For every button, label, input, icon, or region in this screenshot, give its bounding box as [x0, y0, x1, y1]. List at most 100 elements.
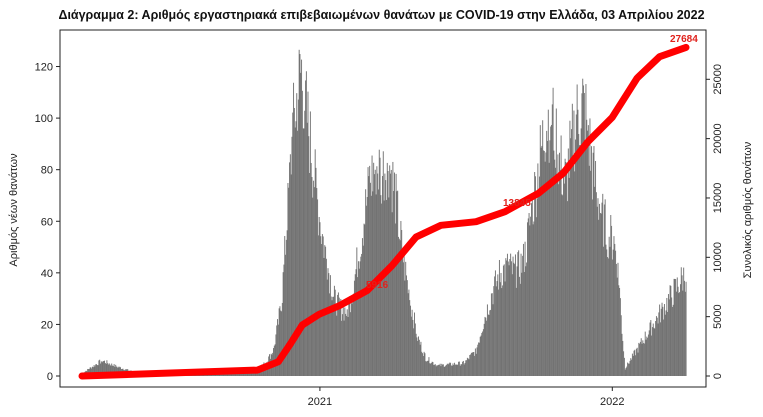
- daily-bar: [671, 297, 673, 376]
- daily-bar: [569, 120, 571, 377]
- daily-bar: [104, 363, 106, 376]
- daily-bar: [685, 281, 687, 376]
- daily-bar: [589, 118, 591, 377]
- daily-bar: [466, 360, 468, 376]
- daily-bar: [579, 145, 581, 376]
- daily-bar: [535, 176, 536, 376]
- daily-bar: [436, 365, 438, 376]
- daily-bar: [290, 174, 292, 376]
- daily-bar: [652, 323, 654, 376]
- daily-bar: [682, 290, 684, 376]
- daily-bar: [602, 193, 604, 376]
- daily-bar: [679, 284, 681, 376]
- daily-bar: [664, 314, 666, 376]
- daily-bar: [639, 341, 641, 376]
- daily-bar: [400, 220, 402, 376]
- daily-bar: [337, 292, 339, 376]
- daily-bar: [505, 258, 507, 376]
- daily-bar: [619, 298, 621, 376]
- daily-bar: [684, 280, 685, 376]
- daily-bar: [663, 304, 665, 376]
- daily-bar: [446, 363, 448, 376]
- daily-bar: [555, 167, 556, 376]
- daily-bar: [508, 265, 510, 376]
- daily-bar: [557, 154, 559, 376]
- daily-bar: [496, 281, 498, 376]
- daily-bar: [376, 166, 378, 376]
- daily-bar: [559, 152, 560, 376]
- daily-bar: [670, 285, 672, 376]
- daily-bar: [621, 333, 623, 376]
- daily-bar: [99, 359, 101, 376]
- daily-bar: [407, 293, 409, 376]
- daily-bar: [546, 130, 548, 376]
- daily-bar: [422, 353, 423, 376]
- daily-bar: [599, 212, 601, 376]
- daily-bar: [647, 337, 649, 376]
- daily-bar: [373, 174, 375, 376]
- daily-bar: [548, 162, 550, 376]
- daily-bar: [579, 145, 581, 376]
- daily-bar: [437, 365, 439, 376]
- daily-bar: [587, 130, 589, 376]
- daily-bar: [406, 275, 407, 376]
- daily-bar: [518, 250, 520, 376]
- y-axis-left-label: Αριθμός νέων θανάτων: [8, 153, 20, 267]
- daily-bar: [580, 128, 582, 376]
- daily-bar: [586, 119, 588, 376]
- daily-bar: [666, 297, 668, 376]
- daily-bar: [441, 363, 443, 376]
- daily-bar: [566, 163, 568, 376]
- daily-bar: [561, 194, 563, 376]
- daily-bar: [549, 140, 551, 376]
- daily-bar: [504, 281, 506, 376]
- daily-bar: [418, 336, 419, 376]
- daily-bar: [113, 364, 115, 376]
- daily-bar: [502, 285, 504, 376]
- daily-bar: [499, 282, 501, 376]
- daily-bar: [286, 230, 288, 376]
- daily-bar: [567, 201, 568, 376]
- daily-bar: [293, 82, 295, 376]
- daily-bar: [103, 360, 105, 376]
- daily-bar: [532, 224, 534, 376]
- daily-bar: [486, 320, 488, 376]
- daily-bar: [349, 312, 351, 376]
- daily-bar: [102, 361, 104, 376]
- daily-bar: [490, 293, 492, 376]
- daily-bar: [321, 234, 323, 376]
- y-right-tick-label: 20000: [712, 123, 724, 154]
- daily-bar: [684, 291, 686, 376]
- daily-bar: [292, 112, 294, 376]
- daily-bar: [278, 308, 280, 376]
- daily-bar: [275, 334, 277, 376]
- daily-bar: [502, 265, 504, 376]
- daily-bar: [440, 366, 442, 376]
- daily-bar: [529, 225, 531, 376]
- daily-bar: [328, 273, 330, 376]
- daily-bar: [94, 366, 96, 376]
- daily-bar: [567, 148, 569, 376]
- daily-bar: [454, 364, 456, 376]
- daily-bar: [556, 178, 558, 376]
- daily-bar: [616, 277, 618, 376]
- daily-bar: [289, 162, 291, 376]
- daily-bar: [92, 366, 93, 376]
- daily-bar: [418, 339, 420, 376]
- daily-bar: [669, 285, 671, 376]
- daily-bar: [575, 114, 577, 376]
- daily-bar: [333, 296, 335, 376]
- daily-bar: [307, 91, 309, 377]
- daily-bar: [287, 183, 289, 376]
- daily-bar: [550, 126, 552, 376]
- daily-bar: [571, 103, 573, 376]
- daily-bar: [534, 172, 536, 376]
- daily-bar: [396, 191, 398, 376]
- daily-bar: [551, 104, 553, 376]
- daily-bar: [500, 272, 502, 376]
- daily-bar: [295, 121, 297, 377]
- daily-bar: [351, 303, 353, 376]
- daily-bar: [543, 150, 544, 376]
- daily-bar: [362, 245, 364, 376]
